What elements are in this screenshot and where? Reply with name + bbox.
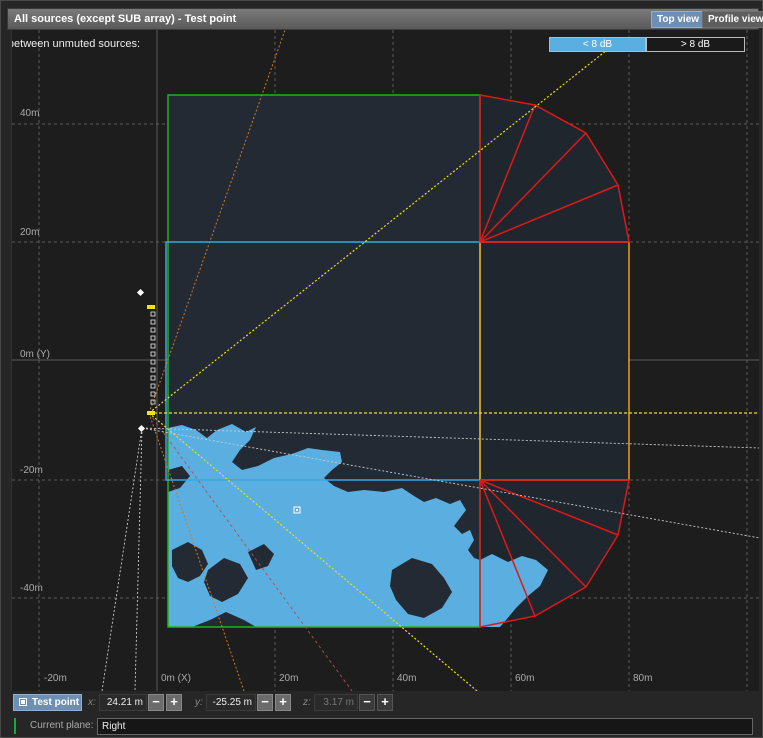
y-tick-label: 20m: [20, 227, 40, 238]
test-point-marker[interactable]: [293, 506, 301, 514]
plane-indicator: [14, 718, 16, 734]
array-top-bumper: [147, 305, 155, 309]
fan-zone-bottom: [479, 479, 630, 628]
current-plane-bar: Current plane: Right: [14, 717, 753, 736]
array-elements: [150, 311, 156, 405]
y-tick-label: 40m: [20, 108, 40, 119]
legend-label: SPL difference between unmuted sources:: [11, 38, 140, 50]
x-tick-label: 0m (X): [161, 673, 191, 684]
checkbox-icon: [19, 698, 27, 706]
source-marker-lower: [137, 424, 146, 433]
y-coord-field[interactable]: -25.25 m: [206, 694, 256, 711]
aim-line-upper: [148, 49, 608, 414]
z-increment-button[interactable]: +: [377, 694, 393, 711]
y-coord-label: y:: [195, 697, 203, 708]
x-tick-label: 80m: [633, 673, 653, 684]
coverage-fan-area: [480, 554, 548, 627]
x-tick-label: 60m: [515, 673, 535, 684]
x-tick-label: 40m: [397, 673, 417, 684]
x-tick-label: 20m: [279, 673, 299, 684]
speaker-array[interactable]: [136, 288, 156, 433]
legend-high-swatch: > 8 dB: [646, 37, 745, 52]
fan-zone-top: [479, 94, 630, 243]
y-decrement-button[interactable]: −: [257, 694, 273, 711]
x-coord-field[interactable]: 24.21 m: [99, 694, 147, 711]
window-title: All sources (except SUB array) - Test po…: [14, 13, 237, 25]
array-bottom-bumper: [147, 411, 155, 415]
y-increment-button[interactable]: +: [275, 694, 291, 711]
x-decrement-button[interactable]: −: [148, 694, 164, 711]
aim-lines: [101, 30, 759, 691]
y-tick-label: -40m: [20, 583, 43, 594]
x-tick-label: -20m: [44, 673, 67, 684]
aim-line-white-4: [134, 427, 143, 691]
aim-line-white-1: [141, 427, 759, 449]
plot-area[interactable]: SPL difference between unmuted sources: …: [11, 30, 759, 691]
z-coord-label: z:: [303, 697, 311, 708]
test-point-toggle-button[interactable]: Test point: [13, 694, 82, 711]
top-view-button[interactable]: Top view: [651, 11, 706, 28]
test-point-toolbar: Test point x: 24.21 m − + y: -25.25 m − …: [11, 693, 759, 713]
test-point-button-label: Test point: [32, 697, 80, 708]
current-plane-field[interactable]: Right: [97, 718, 753, 735]
aim-line-white-2: [141, 427, 759, 539]
legend-low-swatch: < 8 dB: [549, 37, 646, 52]
x-increment-button[interactable]: +: [166, 694, 182, 711]
profile-view-button[interactable]: Profile view: [702, 11, 763, 28]
plot-canvas[interactable]: [12, 30, 759, 691]
fan-top-fill: [480, 95, 629, 242]
zone-right-fill: [480, 242, 629, 480]
aim-line-orange-lower: [148, 412, 245, 691]
aim-line-white-3: [101, 427, 143, 691]
y-tick-label: 0m (Y): [20, 349, 50, 360]
y-tick-label: -20m: [20, 465, 43, 476]
x-coord-label: x:: [88, 697, 96, 708]
source-marker-upper: [136, 288, 145, 297]
z-decrement-button[interactable]: −: [359, 694, 375, 711]
z-coord-field[interactable]: 3.17 m: [314, 694, 358, 711]
title-bar: All sources (except SUB array) - Test po…: [7, 8, 763, 30]
current-plane-label: Current plane:: [30, 720, 94, 731]
coverage-holes: [168, 466, 452, 618]
